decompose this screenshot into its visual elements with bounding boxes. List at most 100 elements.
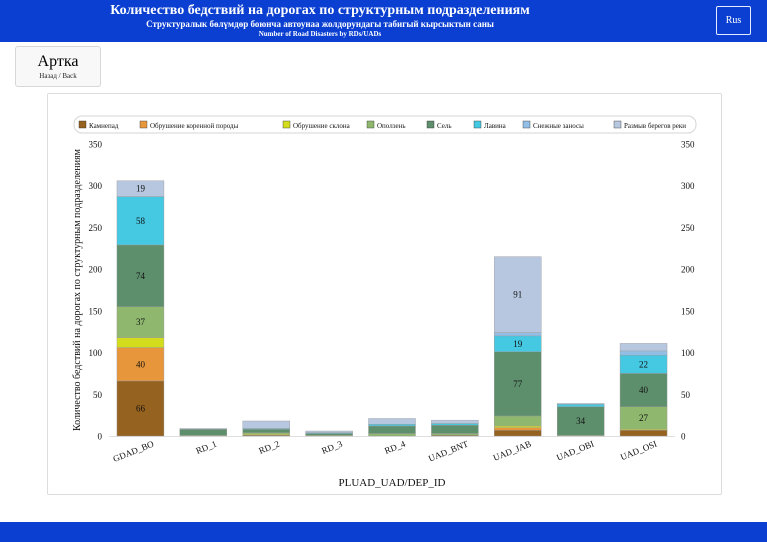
- back-button[interactable]: Артка Назад / Back: [15, 46, 101, 87]
- bar-segment[interactable]: [431, 423, 479, 426]
- y-tick-label-right: 50: [681, 390, 691, 400]
- legend-item[interactable]: Размыв берегов реки: [613, 120, 686, 130]
- bar-segment[interactable]: [116, 347, 165, 382]
- legend-swatch: [78, 120, 87, 129]
- data-label: 40: [136, 359, 146, 369]
- y-tick-label-right: 0: [681, 432, 686, 442]
- legend-label: Снежные заносы: [533, 122, 584, 130]
- bar-segment[interactable]: [305, 430, 353, 433]
- y-tick-label: 100: [89, 348, 103, 358]
- language-button[interactable]: Rus: [716, 6, 751, 35]
- bar-segment[interactable]: [619, 429, 668, 437]
- bar-segment[interactable]: [116, 196, 165, 246]
- data-label: 27: [639, 413, 649, 423]
- legend-swatch: [426, 120, 435, 129]
- bar-segment[interactable]: [368, 425, 416, 434]
- chart-legend: Камнепад Обрушение коренной породы Обрушен…: [73, 115, 697, 134]
- bar-segment[interactable]: [116, 244, 165, 307]
- y-tick-label-right: 350: [681, 140, 695, 150]
- back-button-sublabel: Назад / Back: [39, 72, 77, 80]
- page-title: Количество бедствий на дорогах по структ…: [110, 3, 530, 18]
- bar-segment[interactable]: [179, 429, 228, 436]
- back-button-label: Артка: [37, 53, 79, 70]
- bar-segment[interactable]: [556, 404, 605, 408]
- y-tick-label: 0: [98, 432, 103, 442]
- legend-label: Камнепад: [89, 122, 119, 130]
- data-label: 77: [513, 379, 523, 389]
- bar-segment[interactable]: [116, 306, 165, 338]
- data-label: 74: [136, 271, 146, 281]
- legend-label: Лавина: [484, 122, 507, 130]
- y-axis-right: 0 50 100 150 200 250 300 350: [681, 140, 695, 442]
- chart-panel: Камнепад Обрушение коренной породы Обрушен…: [47, 93, 722, 495]
- bar-segment[interactable]: [368, 418, 416, 425]
- legend-item[interactable]: Обрушение коренной породы: [139, 120, 239, 130]
- bar-segment[interactable]: [494, 427, 542, 431]
- legend-label: Обрушение коренной породы: [150, 122, 239, 130]
- x-tick-label: UAD_JAB: [492, 439, 533, 463]
- bar-segment[interactable]: [494, 429, 542, 437]
- bar-segment[interactable]: [556, 406, 605, 436]
- y-tick-label: 150: [89, 306, 103, 316]
- y-tick-label: 300: [89, 181, 103, 191]
- y-axis-left: 0 50 100 150 200 250 300 350: [89, 140, 103, 442]
- x-tick-label: RD_4: [383, 438, 407, 456]
- footer-bar: [0, 522, 767, 542]
- y-tick-label: 200: [89, 265, 103, 275]
- bar-segment[interactable]: [494, 415, 542, 427]
- legend-item[interactable]: Камнепад: [78, 120, 119, 130]
- data-label: 22: [639, 359, 648, 369]
- data-label: 37: [136, 317, 146, 327]
- header-bar: Количество бедствий на дорогах по структ…: [0, 0, 767, 42]
- y-tick-label: 350: [89, 140, 103, 150]
- bar-segment[interactable]: [368, 424, 416, 427]
- x-tick-label: RD_1: [194, 439, 218, 456]
- x-axis: GDAD_BO RD_1 RD_2 RD_3 RD_4 UAD_BNT UAD_JAB UAD…: [112, 438, 659, 464]
- legend-item[interactable]: Оползень: [366, 120, 406, 130]
- legend-item[interactable]: Сель: [426, 120, 452, 130]
- bar-segment[interactable]: [619, 343, 668, 352]
- bar-segment[interactable]: [242, 429, 290, 433]
- x-tick-label: RD_3: [320, 438, 344, 456]
- data-label: 19: [513, 339, 523, 349]
- y-tick-label-right: 300: [681, 181, 695, 191]
- legend-item[interactable]: Лавина: [473, 120, 507, 130]
- chart-bars: 66 40 37 74 58 19 77 19 91 34 27 40 22: [109, 180, 675, 437]
- bar-segment[interactable]: [619, 373, 668, 407]
- y-tick-label-right: 150: [681, 306, 695, 316]
- data-label: 34: [576, 416, 586, 426]
- bar-segment[interactable]: [619, 350, 668, 356]
- bar-segment[interactable]: [368, 433, 416, 437]
- bar-segment[interactable]: [431, 424, 479, 434]
- bar-segment[interactable]: [242, 432, 290, 435]
- legend-swatch: [282, 120, 291, 129]
- y-tick-label: 250: [89, 223, 103, 233]
- x-tick-label: UAD_OSI: [619, 439, 658, 463]
- data-label: 58: [136, 216, 146, 226]
- bar-segment[interactable]: [179, 428, 228, 430]
- bar-segment[interactable]: [431, 419, 479, 424]
- bar-segment[interactable]: [494, 332, 542, 337]
- legend-swatch: [613, 120, 622, 129]
- bar-segment[interactable]: [116, 337, 165, 348]
- legend-item[interactable]: Обрушение склона: [282, 120, 351, 130]
- y-tick-label: 50: [93, 390, 103, 400]
- bar-segment[interactable]: [494, 425, 542, 428]
- bar-segment[interactable]: [494, 256, 542, 333]
- legend-label: Оползень: [377, 122, 406, 130]
- legend-label: Сель: [437, 122, 452, 130]
- legend-item[interactable]: Снежные заносы: [522, 120, 584, 130]
- x-tick-label: GDAD_BO: [112, 438, 156, 464]
- y-tick-label-right: 200: [681, 265, 695, 275]
- bar-segment[interactable]: [116, 180, 165, 197]
- bar-segment[interactable]: [116, 380, 165, 437]
- bar-segment[interactable]: [242, 420, 290, 429]
- y-tick-label-right: 250: [681, 223, 695, 233]
- bar-segment[interactable]: [305, 433, 353, 436]
- x-axis-label: PLUAD_UAD/DEP_ID: [339, 477, 446, 489]
- bar-segment[interactable]: [494, 351, 542, 417]
- bar-segment[interactable]: [431, 433, 479, 436]
- bar-segment[interactable]: [556, 403, 605, 405]
- x-tick-label: UAD_OBI: [555, 439, 595, 463]
